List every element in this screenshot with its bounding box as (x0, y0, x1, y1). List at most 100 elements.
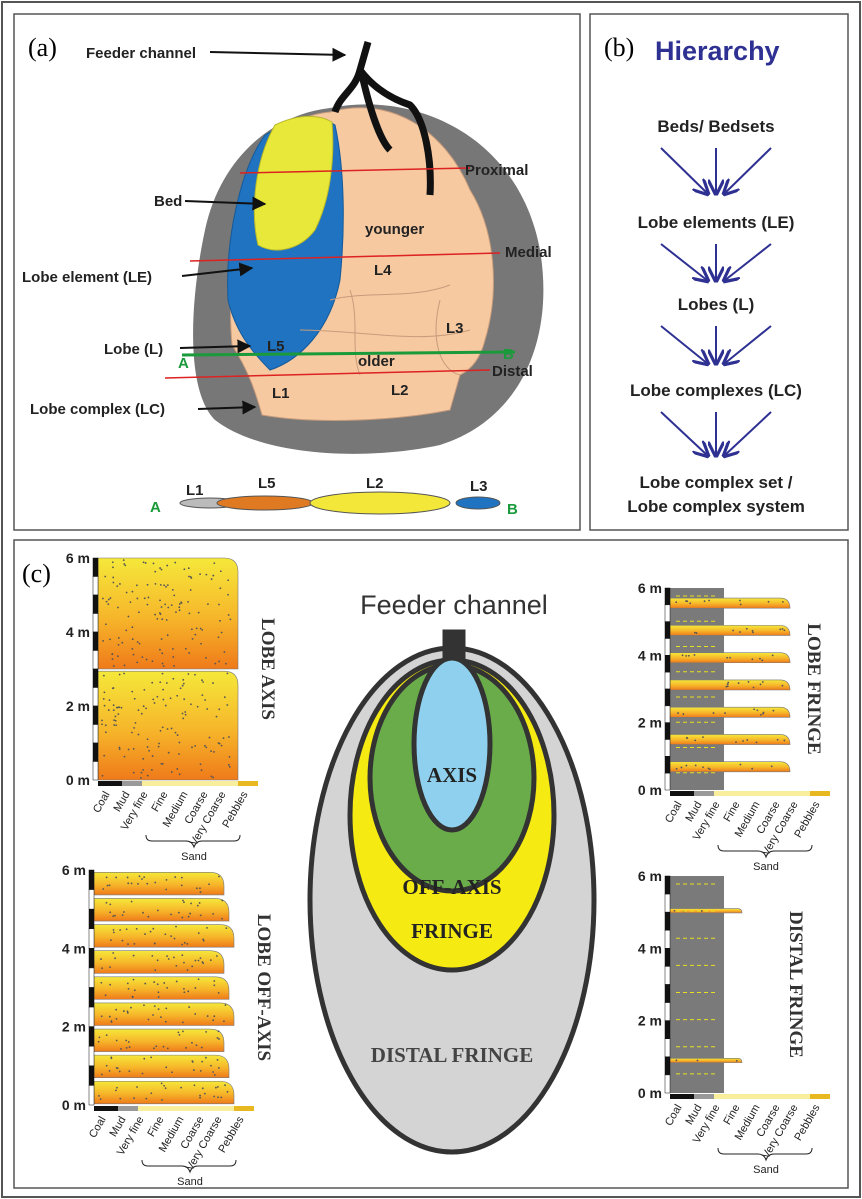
grain (183, 988, 185, 990)
grain (105, 623, 107, 625)
grain (185, 1047, 187, 1049)
log-title: DISTAL FRINGE (785, 911, 806, 1058)
lobe-plan (165, 42, 543, 454)
scale-segment (93, 632, 98, 651)
sand-bed (94, 1055, 229, 1078)
grain (217, 1059, 219, 1061)
grain (160, 730, 162, 732)
grain (224, 696, 226, 698)
grain (100, 1098, 102, 1100)
grain (178, 606, 180, 608)
grain (166, 682, 168, 684)
grain (152, 660, 154, 662)
label: L1 (186, 482, 204, 499)
grain (188, 576, 190, 578)
grain (121, 642, 123, 644)
grain (132, 591, 134, 593)
grain (112, 658, 114, 660)
grain (188, 612, 190, 614)
grain (223, 651, 225, 653)
grain (191, 1042, 193, 1044)
grain (150, 1056, 152, 1058)
grain (161, 1083, 163, 1085)
scale-segment (665, 1021, 670, 1039)
grain (227, 594, 229, 596)
log: 6 m4 m2 m0 mCoalMudVery fineFineMediumCo… (66, 550, 278, 863)
grain (218, 661, 220, 663)
grain (165, 1087, 167, 1089)
sand-bed (94, 898, 229, 921)
label: Bed (154, 193, 182, 210)
grain (197, 706, 199, 708)
grain (205, 574, 207, 576)
grain (140, 777, 142, 779)
grain (106, 1034, 108, 1036)
grain (212, 913, 214, 915)
log-title: LOBE FRINGE (803, 623, 824, 754)
grain (724, 712, 726, 714)
sand-label: Sand (181, 851, 207, 863)
grain (182, 900, 184, 902)
grain (157, 983, 159, 985)
grain (189, 913, 191, 915)
sand-bed (670, 734, 790, 744)
grain (727, 683, 729, 685)
grain-bar (118, 1106, 138, 1111)
depth-label: 4 m (638, 647, 662, 663)
grain (159, 649, 161, 651)
grain (151, 682, 153, 684)
grain (117, 607, 119, 609)
grain (164, 603, 166, 605)
grain (201, 679, 203, 681)
grain (183, 698, 185, 700)
grain (183, 962, 185, 964)
grain (147, 746, 149, 748)
label: Distal (492, 363, 533, 380)
grain (142, 1073, 144, 1075)
sand-label: Sand (753, 861, 779, 873)
grain (166, 619, 168, 621)
scale-segment (665, 1075, 670, 1093)
grain (742, 740, 744, 742)
grain (187, 969, 189, 971)
grain (195, 960, 197, 962)
grain (138, 611, 140, 613)
grain (143, 876, 145, 878)
grain (213, 1015, 215, 1017)
grain (761, 659, 763, 661)
grain-label: Coal (663, 1103, 685, 1129)
grain (199, 1097, 201, 1099)
grain (159, 599, 161, 601)
grain (109, 1016, 111, 1018)
grain (746, 739, 748, 741)
grain (166, 987, 168, 989)
grain (756, 709, 758, 711)
grain (99, 1036, 101, 1038)
grain (176, 695, 178, 697)
grain (702, 736, 704, 738)
grain (229, 756, 231, 758)
level: Lobe complex system (627, 497, 805, 516)
grain (676, 1059, 678, 1061)
grain (740, 604, 742, 606)
zone-label: FRINGE (411, 919, 493, 943)
arrow (661, 244, 708, 281)
grain (113, 724, 115, 726)
grain (187, 673, 189, 675)
grain-bar (670, 1094, 694, 1099)
grain (130, 1007, 132, 1009)
grain (210, 750, 212, 752)
grain (185, 648, 187, 650)
grain (732, 630, 734, 632)
scale-segment (93, 706, 98, 725)
grain (198, 932, 200, 934)
grain (106, 876, 108, 878)
grain (207, 603, 209, 605)
grain (194, 987, 196, 989)
grain (180, 601, 182, 603)
label: A (178, 355, 189, 372)
label: Feeder channel (360, 590, 548, 620)
grain (113, 709, 115, 711)
grain (180, 687, 182, 689)
grain (127, 1012, 129, 1014)
